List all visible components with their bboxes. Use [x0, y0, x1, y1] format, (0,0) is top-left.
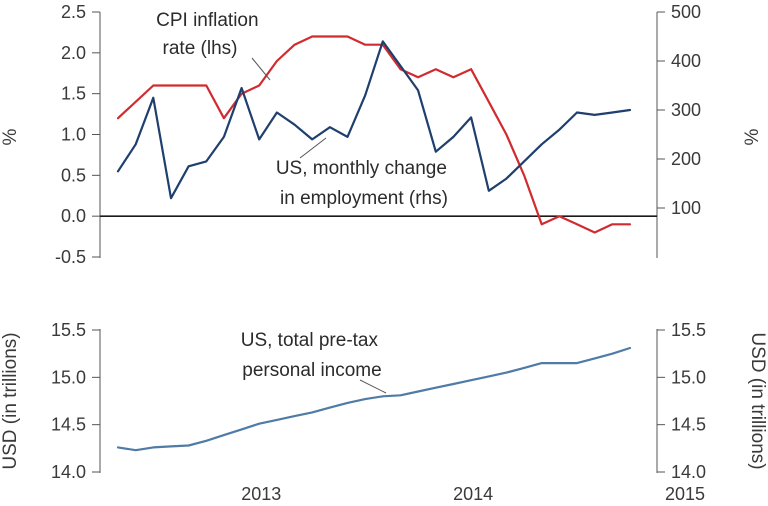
right-tick-label: 14.0 [671, 462, 706, 482]
series-line-employment [116, 40, 632, 200]
left-tick-label: -0.5 [55, 247, 86, 267]
top-right-axis-label: % [742, 128, 763, 145]
x-tick-label: 2013 [241, 484, 281, 504]
cpi-annotation: CPI inflation rate (lhs) [156, 10, 264, 59]
x-tick-label: 2015 [665, 484, 705, 504]
top-left-tick-labels: 2.5 2.0 1.5 1.0 0.5 0.0 -0.5 [55, 2, 100, 267]
income-annotation: US, total pre-tax personal income [241, 330, 384, 381]
bottom-panel: 15.5 15.0 14.5 14.0 15.5 15.0 14.5 14.0 USD (i… [0, 320, 768, 504]
right-tick-label: 14.5 [671, 415, 706, 435]
right-tick-label: 200 [671, 149, 701, 169]
left-tick-label: 1.5 [61, 84, 86, 104]
cpi-annotation-line-2: rate (lhs) [163, 38, 238, 59]
cpi-annotation-line-1: CPI inflation [156, 10, 258, 31]
cpi-annotation-pointer [251, 57, 271, 81]
left-tick-label: 2.0 [61, 43, 86, 63]
left-tick-label: 2.5 [61, 2, 86, 22]
left-tick-label: 15.0 [51, 367, 86, 387]
left-tick-label: 14.5 [51, 415, 86, 435]
right-tick-label: 300 [671, 100, 701, 120]
income-annotation-pointer [359, 379, 387, 394]
top-left-axis-label: % [0, 128, 21, 145]
left-tick-label: 14.0 [51, 462, 86, 482]
series-line-income [116, 346, 632, 452]
right-tick-label: 400 [671, 51, 701, 71]
bottom-right-tick-labels: 15.5 15.0 14.5 14.0 [657, 320, 706, 482]
bottom-left-axis-label: USD (in trillions) [0, 332, 21, 469]
left-tick-label: 0.0 [61, 206, 86, 226]
employment-annotation-line-2: in employment (rhs) [280, 188, 448, 209]
employment-annotation: US, monthly change in employment (rhs) [276, 158, 452, 209]
x-tick-labels: 2013 2014 2015 [241, 484, 705, 504]
x-tick-label: 2014 [453, 484, 493, 504]
income-annotation-line-1: US, total pre-tax [241, 330, 379, 351]
top-series [116, 35, 632, 234]
bottom-series [116, 346, 632, 452]
bottom-left-tick-labels: 15.5 15.0 14.5 14.0 [51, 320, 100, 482]
employment-annotation-line-1: US, monthly change [276, 158, 447, 179]
left-tick-label: 0.5 [61, 165, 86, 185]
bottom-right-axis-label: USD (in trillions) [747, 332, 768, 469]
left-tick-label: 1.0 [61, 125, 86, 145]
right-tick-label: 15.5 [671, 320, 706, 340]
top-panel: 2.5 2.0 1.5 1.0 0.5 0.0 -0.5 500 400 300 200 100 %… [0, 2, 763, 267]
left-tick-label: 15.5 [51, 320, 86, 340]
right-tick-label: 15.0 [671, 367, 706, 387]
right-tick-label: 500 [671, 2, 701, 22]
right-tick-label: 100 [671, 198, 701, 218]
employment-annotation-pointer [299, 137, 327, 159]
income-annotation-line-2: personal income [242, 360, 381, 381]
top-right-tick-labels: 500 400 300 200 100 [657, 2, 701, 218]
